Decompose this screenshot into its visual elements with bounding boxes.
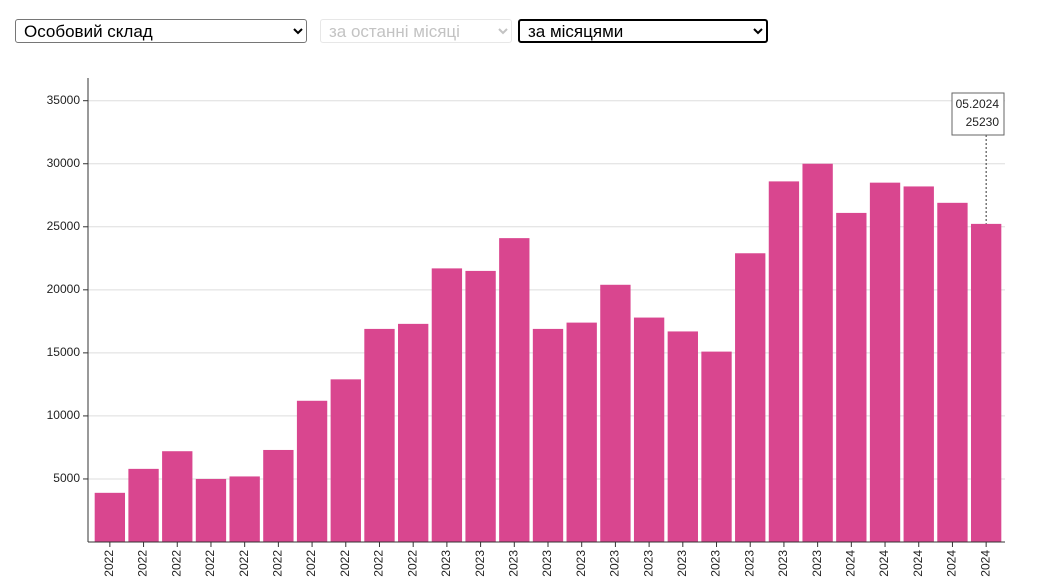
x-tick-label: 2023 <box>540 550 554 577</box>
x-tick-label: 2022 <box>136 550 150 577</box>
x-tick-label: 2022 <box>338 550 352 577</box>
tooltip-label: 05.2024 <box>956 97 1000 111</box>
bar <box>532 328 564 542</box>
bar <box>162 451 193 542</box>
bar <box>836 212 867 543</box>
bar <box>903 186 934 542</box>
bar <box>195 478 227 542</box>
x-tick-label: 2024 <box>844 550 858 577</box>
x-tick-label: 2023 <box>506 550 520 577</box>
x-tick-label: 2024 <box>945 550 959 577</box>
bar <box>499 238 530 542</box>
y-tick-label: 20000 <box>47 282 81 296</box>
bar <box>869 182 901 543</box>
bar <box>735 253 766 542</box>
y-tick-label: 25000 <box>47 219 81 233</box>
bar <box>94 492 126 542</box>
bar <box>263 449 294 542</box>
x-tick-label: 2023 <box>709 550 723 577</box>
y-tick-label: 10000 <box>47 408 81 422</box>
x-tick-label: 2023 <box>742 550 756 577</box>
x-tick-label: 2023 <box>608 550 622 577</box>
x-tick-label: 2022 <box>405 550 419 577</box>
bar <box>128 468 159 542</box>
bar <box>364 328 395 542</box>
x-tick-label: 2024 <box>978 550 992 577</box>
y-tick-label: 15000 <box>47 345 81 359</box>
bar <box>398 323 429 542</box>
x-tick-label: 2023 <box>810 550 824 577</box>
x-tick-label: 2023 <box>574 550 588 577</box>
x-tick-label: 2022 <box>271 550 285 577</box>
bar <box>802 163 833 542</box>
bar <box>431 268 463 542</box>
x-tick-label: 2022 <box>102 550 116 577</box>
x-tick-label: 2022 <box>237 550 251 577</box>
y-tick-label: 30000 <box>47 156 81 170</box>
category-select[interactable]: Особовий склад <box>15 19 307 43</box>
bar <box>768 181 800 543</box>
bar <box>229 476 260 542</box>
bar <box>970 223 1002 542</box>
x-tick-label: 2022 <box>304 550 318 577</box>
x-tick-label: 2022 <box>169 550 183 577</box>
x-tick-label: 2024 <box>877 550 891 577</box>
x-tick-label: 2023 <box>675 550 689 577</box>
x-tick-label: 2022 <box>372 550 386 577</box>
tooltip-value: 25230 <box>966 115 1000 129</box>
bar <box>330 379 361 542</box>
x-tick-label: 2024 <box>911 550 925 577</box>
x-tick-label: 2023 <box>641 550 655 577</box>
bar <box>566 322 597 542</box>
x-tick-label: 2023 <box>439 550 453 577</box>
bar <box>701 351 732 542</box>
bar <box>937 202 968 542</box>
y-tick-label: 5000 <box>53 471 80 485</box>
x-tick-label: 2022 <box>203 550 217 577</box>
bar <box>465 270 496 542</box>
tooltip-box <box>951 92 1005 136</box>
bar <box>296 400 328 542</box>
x-tick-label: 2023 <box>776 550 790 577</box>
y-tick-label: 35000 <box>47 93 81 107</box>
bar <box>600 284 631 542</box>
x-tick-label: 2023 <box>473 550 487 577</box>
bar <box>667 331 698 542</box>
grouping-select[interactable]: за місяцями <box>518 19 768 43</box>
period-select: за останні місяці <box>320 19 512 43</box>
bar <box>633 317 665 542</box>
